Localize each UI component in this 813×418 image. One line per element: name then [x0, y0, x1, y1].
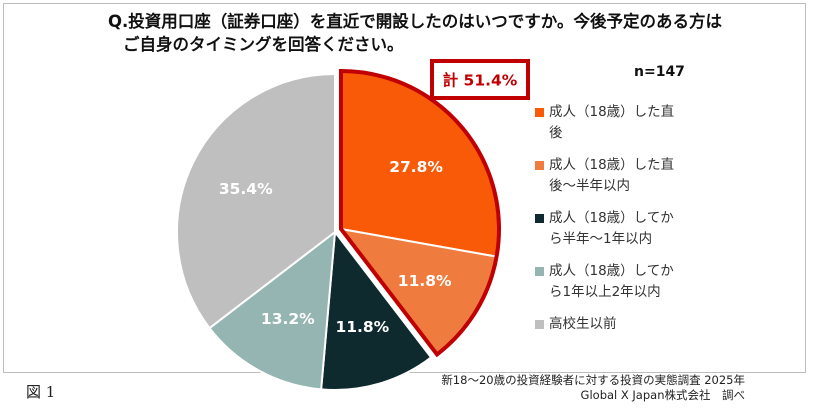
slice-label-5: 35.4% [219, 180, 273, 198]
source-line-2: Global X Japan株式会社 調べ [580, 388, 745, 402]
pie-slice-4 [208, 229, 337, 391]
legend-swatch [535, 108, 544, 117]
legend-label-line-1: 成人（18歳）した直 [549, 157, 675, 173]
legend-item-4: 成人（18歳）してか ら1年以上2年以内 [535, 261, 705, 303]
legend-item-2: 成人（18歳）した直 後～半年以内 [535, 155, 705, 197]
legend-label-line-2: ら1年以上2年以内 [549, 284, 661, 300]
legend-item-3: 成人（18歳）してか ら半年～1年以内 [535, 208, 705, 250]
legend-label-line-1: 成人（18歳）した直 [549, 104, 675, 120]
slice-label-1: 27.8% [389, 158, 443, 176]
pie-slice-5 [176, 72, 336, 330]
legend-swatch [535, 214, 544, 223]
legend-label-line-1: 高校生以前 [549, 316, 617, 332]
source-line-1: 新18～20歳の投資経験者に対する投資の実態調査 2025年 [441, 373, 745, 387]
legend-swatch [535, 267, 544, 276]
legend-item-1: 成人（18歳）した直後 [535, 102, 705, 144]
legend-swatch [535, 161, 544, 170]
sample-size-label: n=147 [634, 64, 685, 80]
title-line-2: ご自身のタイミングを回答ください。 [123, 35, 404, 54]
legend-swatch [535, 320, 544, 329]
legend-label-line-2: 後～半年以内 [549, 178, 630, 194]
slice-label-2: 11.8% [398, 272, 452, 290]
total-callout-label: 計 51.4% [443, 71, 518, 90]
legend-item-5: 高校生以前 [535, 314, 705, 335]
slice-label-4: 13.2% [261, 310, 315, 328]
source-note: 新18～20歳の投資経験者に対する投資の実態調査 2025年 Global X … [420, 373, 745, 403]
chart-title: Q.投資用口座（証券口座）を直近で開設したのはいつですか。今後予定のある方は ご… [108, 10, 748, 56]
pie-slice-3 [320, 229, 433, 391]
figure-label: 図 1 [26, 383, 56, 401]
legend-label-line-1: 成人（18歳）してか [549, 263, 674, 279]
slice-label-3: 11.8% [335, 318, 389, 336]
legend-label-line-2: 後 [549, 125, 563, 141]
legend-label-line-1: 成人（18歳）してか [549, 210, 674, 226]
title-line-1: Q.投資用口座（証券口座）を直近で開設したのはいつですか。今後予定のある方は [108, 12, 722, 31]
total-callout-box [430, 59, 530, 100]
chart-legend: 成人（18歳）した直後成人（18歳）した直 後～半年以内 成人（18歳）してか ら半年… [535, 102, 705, 346]
legend-label-line-2: ら半年～1年以内 [549, 231, 653, 247]
highlight-outline [339, 68, 501, 358]
